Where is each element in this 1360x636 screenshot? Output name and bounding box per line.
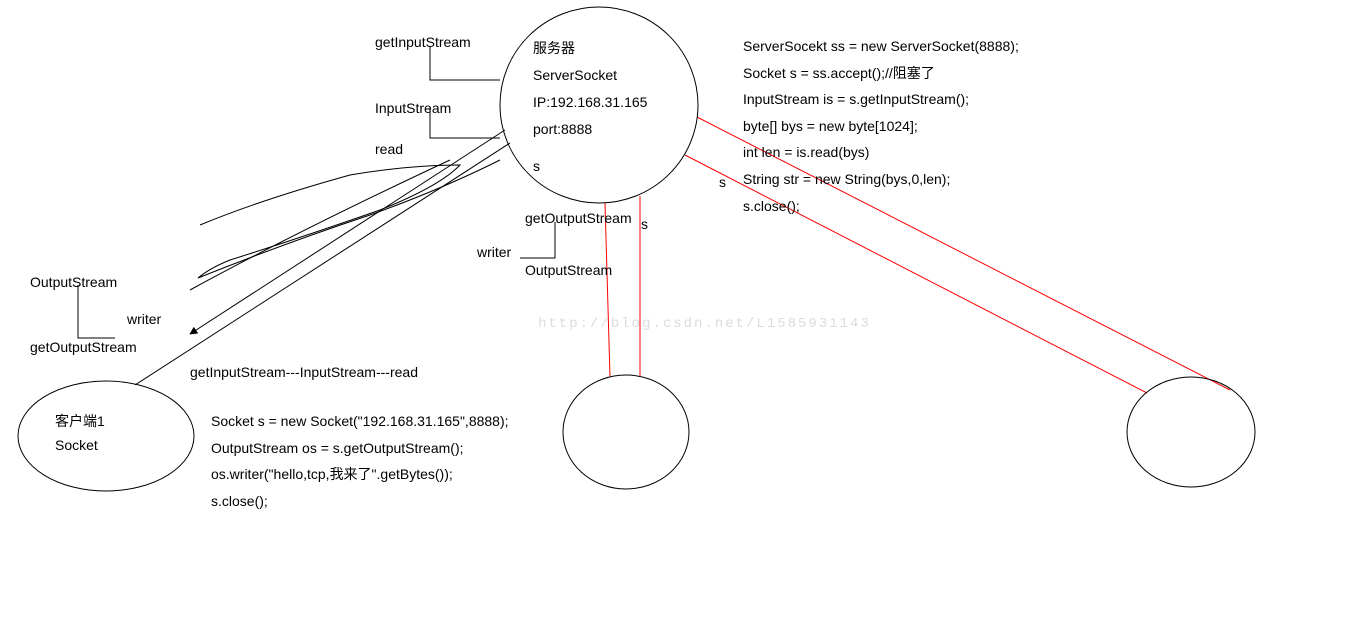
label-writer-mid: writer — [477, 243, 511, 263]
server-code-block: ServerSocekt ss = new ServerSocket(8888)… — [743, 33, 1019, 219]
client1-title: 客户端1 — [55, 412, 105, 432]
node-client3 — [1127, 377, 1255, 487]
client-code-line-2: os.writer("hello,tcp,我来了".getBytes()); — [211, 461, 509, 488]
node-client2 — [563, 375, 689, 489]
server-class: ServerSocket — [533, 66, 617, 86]
edge-1 — [190, 130, 505, 334]
server-code-line-6: s.close(); — [743, 193, 1019, 220]
watermark: http://blog.csdn.net/L1585931143 — [538, 316, 871, 332]
label-inputstream: InputStream — [375, 99, 451, 119]
label-s-far-right: s — [719, 173, 726, 193]
client-code-line-3: s.close(); — [211, 488, 509, 515]
server-code-line-2: InputStream is = s.getInputStream(); — [743, 86, 1019, 113]
label-outputstream-mid: OutputStream — [525, 261, 612, 281]
label-writer-left: writer — [127, 310, 161, 330]
node-client1 — [18, 381, 194, 491]
server-title: 服务器 — [533, 39, 575, 59]
client-code-line-0: Socket s = new Socket("192.168.31.165",8… — [211, 408, 509, 435]
server-ip: IP:192.168.31.165 — [533, 93, 647, 113]
server-port: port:8888 — [533, 120, 592, 140]
label-chain: getInputStream---InputStream---read — [190, 363, 418, 383]
server-var: s — [533, 157, 540, 177]
label-getoutputstream-left: getOutputStream — [30, 338, 137, 358]
client-code-block: Socket s = new Socket("192.168.31.165",8… — [211, 408, 509, 514]
client1-class: Socket — [55, 436, 98, 456]
client-code-line-1: OutputStream os = s.getOutputStream(); — [211, 435, 509, 462]
label-getinputstream: getInputStream — [375, 33, 471, 53]
label-outputstream-left: OutputStream — [30, 273, 117, 293]
server-code-line-4: int len = is.read(bys) — [743, 139, 1019, 166]
server-code-line-5: String str = new String(bys,0,len); — [743, 166, 1019, 193]
edge-0 — [135, 143, 510, 385]
edge-2 — [605, 203, 610, 377]
label-s-right: s — [641, 215, 648, 235]
label-read: read — [375, 140, 403, 160]
label-getoutputstream-mid: getOutputStream — [525, 209, 632, 229]
connector-2 — [78, 285, 115, 338]
scribble-1 — [190, 160, 450, 290]
server-code-line-3: byte[] bys = new byte[1024]; — [743, 113, 1019, 140]
scribble-0 — [198, 160, 500, 278]
server-code-line-0: ServerSocekt ss = new ServerSocket(8888)… — [743, 33, 1019, 60]
server-code-line-1: Socket s = ss.accept();//阻塞了 — [743, 60, 1019, 87]
